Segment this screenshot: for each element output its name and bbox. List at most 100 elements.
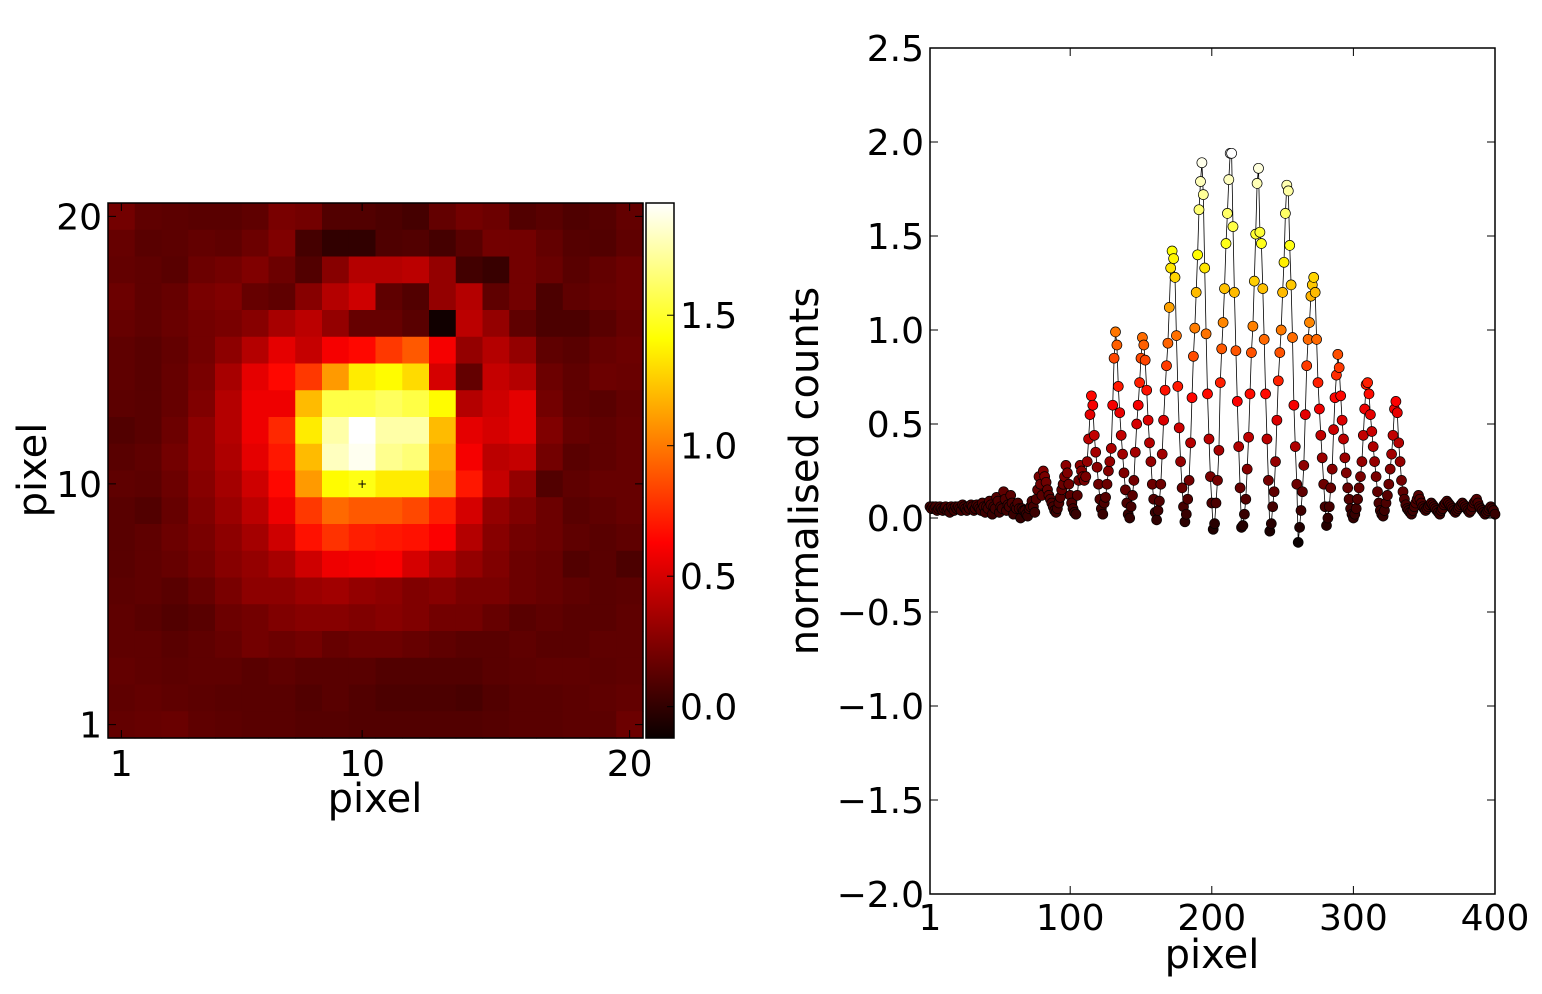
heatmap-cell	[509, 524, 537, 552]
heatmap-cell	[482, 203, 510, 231]
data-point	[1165, 262, 1177, 274]
data-point	[1124, 512, 1136, 524]
scatter-y-tick-label: 1.0	[867, 311, 924, 352]
heatmap-cell	[509, 657, 537, 686]
data-point	[1282, 185, 1294, 197]
heatmap-cell	[589, 631, 617, 659]
data-point	[1243, 431, 1254, 443]
heatmap-cell	[134, 684, 163, 712]
data-point	[1284, 240, 1296, 251]
data-point	[1370, 471, 1382, 482]
heatmap-panel: 1 10 20 1 10 20 + pixel pixel	[10, 197, 653, 822]
heatmap-cell	[268, 711, 296, 739]
data-point	[1227, 221, 1239, 232]
heatmap-cell	[616, 604, 644, 632]
data-point	[1280, 208, 1291, 219]
heatmap-cell	[536, 203, 564, 231]
heatmap-cell	[616, 524, 644, 552]
data-point	[1353, 482, 1365, 494]
data-point	[1304, 317, 1315, 328]
data-point	[1316, 452, 1328, 464]
data-point	[1311, 334, 1322, 345]
heatmap-cell	[616, 336, 644, 365]
scatter-y-tick-label: −2.0	[837, 875, 924, 916]
heatmap-cell	[322, 470, 350, 498]
data-point	[1289, 441, 1301, 452]
data-point	[1393, 437, 1405, 449]
colorbar-tick-label: 1.0	[680, 427, 737, 468]
data-point	[1362, 377, 1373, 388]
heatmap-cell	[482, 310, 510, 338]
data-point	[1383, 478, 1395, 490]
data-point	[1145, 456, 1157, 467]
data-point	[1193, 204, 1205, 216]
heatmap-cell	[108, 657, 136, 686]
heatmap-cell	[188, 684, 216, 712]
heatmap-cell	[482, 470, 510, 498]
heatmap-cell	[348, 336, 377, 365]
data-point	[1322, 512, 1334, 524]
heatmap-cell	[562, 363, 591, 391]
heatmap-cell	[562, 684, 591, 712]
data-point	[1342, 482, 1354, 494]
data-point	[1197, 189, 1209, 200]
heatmap-cell	[375, 229, 403, 258]
heatmap-cell	[375, 524, 403, 552]
heatmap-cell	[188, 336, 216, 365]
heatmap-cell	[509, 390, 537, 418]
scatter-x-axis-label: pixel	[1165, 932, 1260, 978]
heatmap-cell	[108, 336, 136, 365]
heatmap-cell	[509, 497, 537, 525]
data-point	[1154, 495, 1165, 507]
heatmap-cell	[589, 417, 617, 445]
data-point	[1352, 493, 1363, 505]
heatmap-cell	[215, 470, 243, 498]
data-point	[1256, 238, 1267, 249]
heatmap-cell	[161, 470, 189, 498]
data-point	[1081, 456, 1093, 467]
heatmap-cell	[589, 524, 617, 552]
heatmap-cell	[429, 657, 457, 686]
scatter-points	[924, 147, 1501, 548]
heatmap-cell	[322, 524, 350, 552]
data-point	[1070, 508, 1082, 520]
heatmap-cell	[482, 390, 510, 418]
heatmap-cell	[562, 550, 591, 579]
heatmap-cell	[455, 577, 484, 605]
data-point	[1240, 493, 1252, 505]
heatmap-cell	[589, 390, 617, 418]
heatmap-cell	[134, 497, 163, 525]
data-point	[1285, 279, 1297, 291]
data-point	[1295, 505, 1307, 516]
data-point	[1260, 388, 1271, 400]
heatmap-cell	[616, 390, 644, 418]
heatmap-cell	[402, 604, 430, 632]
heatmap-cell	[161, 390, 189, 418]
heatmap-cell	[348, 283, 377, 311]
heatmap-cell	[215, 443, 243, 472]
heatmap-cell	[509, 470, 537, 498]
heatmap-cell	[348, 684, 377, 712]
heatmap-cell	[268, 577, 296, 605]
data-point	[1173, 422, 1185, 434]
heatmap-cell	[295, 684, 323, 712]
heatmap-cell	[161, 203, 189, 231]
heatmap-cell	[134, 443, 163, 472]
heatmap-cell	[509, 336, 537, 365]
heatmap-cell	[455, 310, 484, 338]
heatmap-cell	[589, 604, 617, 632]
heatmap-cell	[161, 711, 189, 739]
data-point	[1246, 347, 1257, 358]
heatmap-cell	[589, 283, 617, 311]
heatmap-cell	[161, 657, 189, 686]
heatmap-cell	[509, 577, 537, 605]
heatmap-cell	[562, 631, 591, 659]
heatmap-cell	[402, 336, 430, 365]
heatmap-cell	[295, 711, 323, 739]
heatmap-cell	[188, 711, 216, 739]
data-point	[1151, 514, 1162, 526]
heatmap-cell	[402, 417, 430, 445]
data-point	[1063, 478, 1075, 490]
heatmap-cell	[215, 711, 243, 739]
heatmap-y-tick-label: 20	[56, 197, 102, 238]
